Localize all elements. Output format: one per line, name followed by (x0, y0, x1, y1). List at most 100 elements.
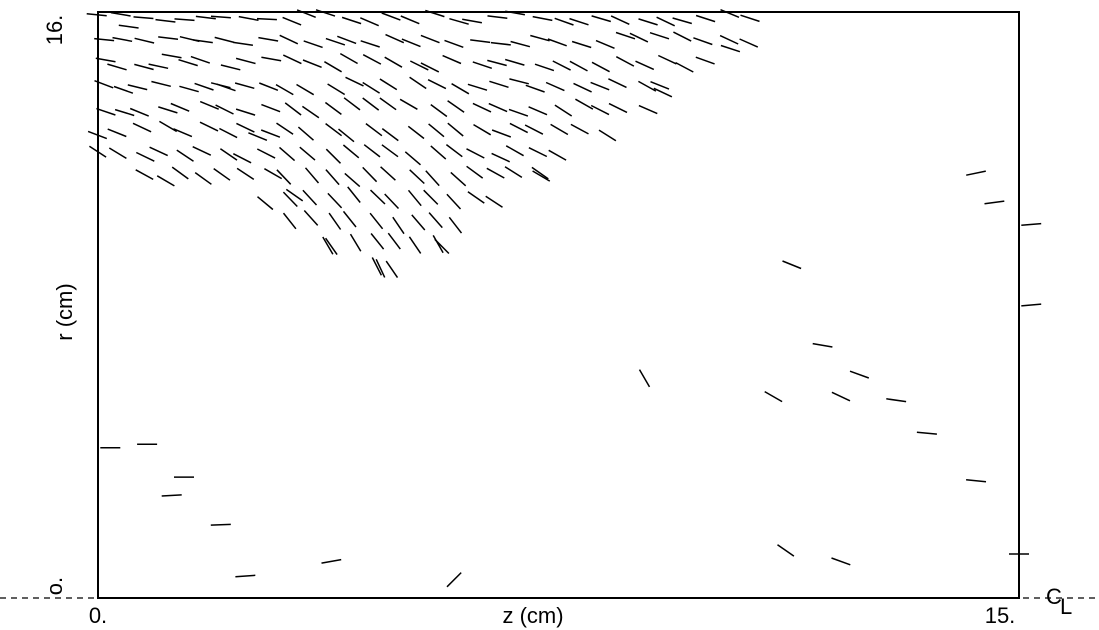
direction-segment (173, 128, 193, 138)
direction-segment (236, 167, 255, 181)
direction-segment (695, 56, 715, 65)
direction-segment (195, 15, 216, 20)
direction-segment (282, 16, 302, 26)
direction-segment (528, 147, 548, 158)
x-tick-label-min: 0. (89, 603, 107, 628)
direction-segment (505, 145, 524, 157)
direction-segment (525, 84, 545, 93)
direction-segment (210, 15, 231, 19)
direction-segment (362, 81, 380, 94)
direction-segment (387, 232, 401, 250)
y-tick-label-max: 16. (42, 15, 67, 46)
direction-segment (434, 238, 450, 255)
direction-segment (486, 167, 505, 179)
direction-segment (487, 59, 507, 67)
direction-segment (279, 146, 296, 162)
direction-segment (532, 170, 551, 182)
direction-segment (916, 431, 937, 435)
direction-segment (447, 100, 465, 113)
direction-segment (129, 107, 149, 117)
direction-segment (345, 76, 364, 87)
direction-segment (466, 165, 484, 179)
direction-segment (276, 122, 294, 135)
direction-segment (590, 104, 610, 116)
direction-segment (199, 100, 219, 110)
direction-segment (108, 147, 127, 160)
direction-segment (259, 82, 279, 91)
direction-segment (362, 54, 382, 65)
direction-segment (151, 80, 171, 88)
direction-segment (812, 342, 833, 348)
direction-segment (508, 108, 529, 117)
direction-segment (159, 120, 178, 133)
direction-segment (657, 54, 677, 65)
direction-segment (411, 214, 426, 231)
direction-segment (491, 152, 511, 163)
direction-segments (86, 9, 1042, 588)
direction-segment (127, 84, 148, 91)
direction-segment (194, 82, 214, 91)
direction-segment (530, 34, 550, 42)
direction-segment (156, 175, 175, 187)
direction-segment (258, 36, 279, 42)
direction-segment (489, 80, 509, 89)
direction-segment (598, 129, 617, 142)
direction-segment (450, 171, 467, 187)
direction-segment (192, 39, 213, 44)
direction-segment (984, 200, 1005, 205)
direction-segment (777, 544, 795, 557)
direction-segment (430, 145, 447, 160)
direction-segment (107, 63, 127, 71)
direction-segment (425, 170, 440, 187)
centerline-label: C (1046, 584, 1062, 609)
direction-segment (504, 58, 525, 66)
direction-segment (179, 85, 199, 93)
direction-segment (381, 128, 399, 142)
direction-segment (362, 97, 380, 111)
direction-segment (148, 63, 169, 70)
direction-segment (344, 172, 361, 188)
direction-segment (257, 196, 274, 211)
direction-segment (615, 56, 635, 67)
direction-segment (299, 146, 316, 161)
direction-segment (428, 212, 443, 229)
direction-segment (423, 189, 439, 205)
direction-segment (400, 15, 420, 25)
direction-segment (445, 144, 463, 158)
direction-segment (615, 31, 636, 40)
direction-segment (571, 40, 592, 49)
direction-segment (235, 57, 256, 65)
direction-segment (322, 236, 334, 255)
direction-segment (213, 167, 231, 181)
direction-segment (629, 32, 649, 43)
direction-segment (550, 123, 569, 136)
direction-segment (155, 18, 176, 23)
direction-segment (113, 85, 134, 94)
direction-segment (849, 370, 870, 379)
direction-segment (590, 81, 610, 91)
direction-segment (375, 258, 386, 278)
direction-segment (409, 76, 427, 90)
direction-segment (608, 78, 627, 89)
direction-segment (296, 83, 315, 96)
direction-segment (547, 38, 567, 47)
direction-segment (385, 260, 399, 279)
direction-segment (656, 16, 676, 27)
direction-segment (385, 33, 405, 44)
direction-segment (591, 15, 612, 23)
direction-segment (324, 237, 338, 256)
direction-segment (444, 39, 464, 49)
direction-segment (107, 128, 127, 138)
direction-segment (420, 62, 440, 73)
direction-segment (264, 168, 283, 180)
direction-segment (638, 369, 651, 388)
direction-segment (505, 10, 526, 16)
direction-segment (381, 12, 401, 21)
direction-segment (490, 41, 511, 46)
direction-segment (693, 37, 713, 46)
direction-segment (133, 16, 154, 20)
direction-segment (325, 169, 340, 186)
direction-segment (234, 82, 255, 90)
direction-segment (192, 146, 212, 156)
